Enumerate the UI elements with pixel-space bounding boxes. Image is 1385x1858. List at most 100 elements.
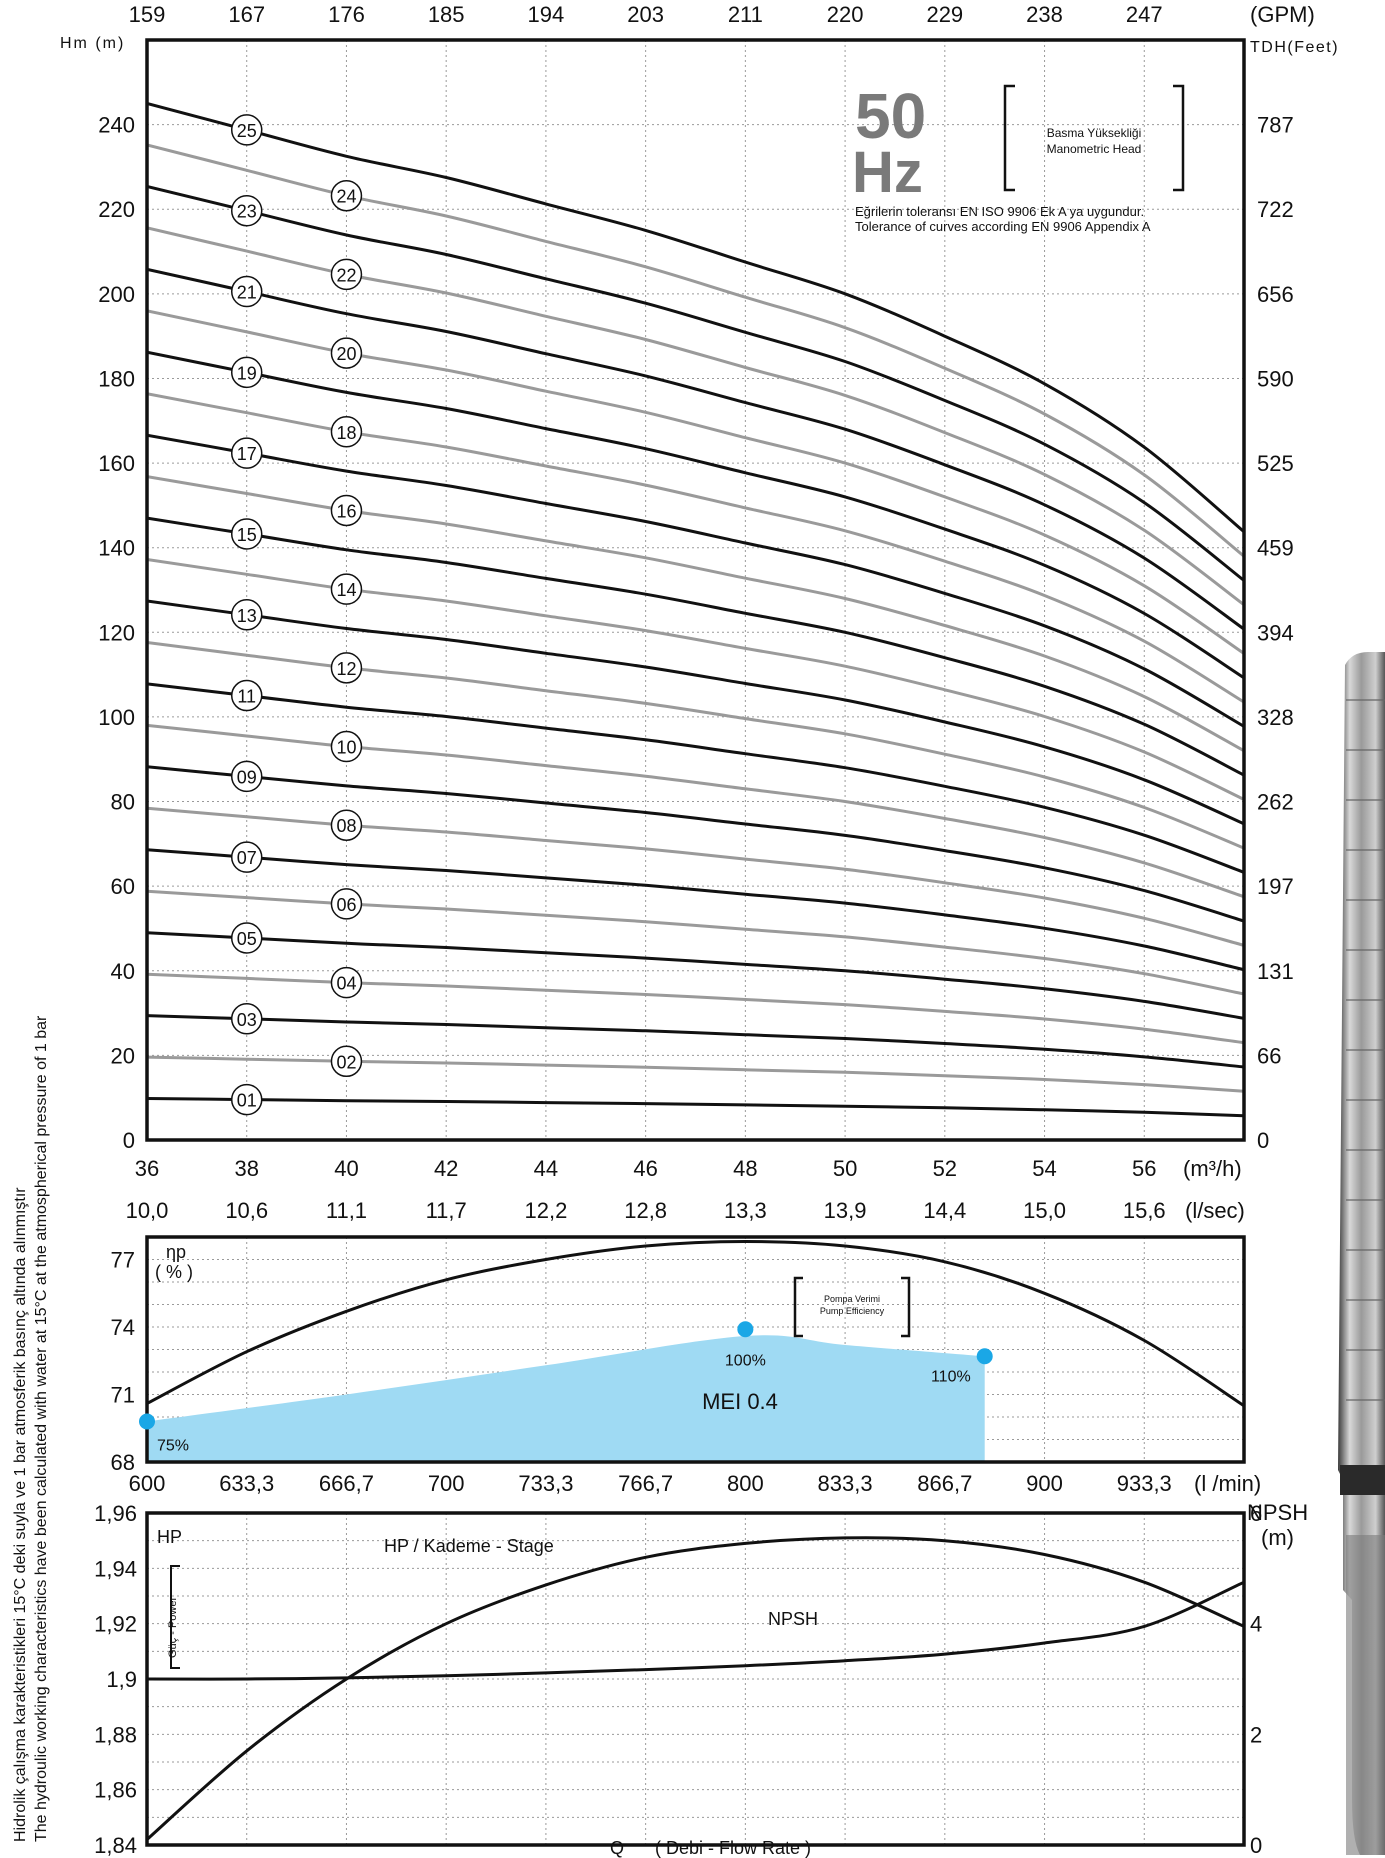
power-y-tick-npsh: 0: [1250, 1833, 1262, 1858]
efficiency-x-tick-lmin: 700: [428, 1471, 465, 1496]
head-y-tick-feet: 197: [1257, 874, 1294, 899]
hz-unit: Hz: [852, 140, 923, 205]
power-y-tick-hp: 1,94: [94, 1556, 137, 1581]
efficiency-markers: 75% 100% 110%: [139, 1321, 993, 1455]
power-y-ticks-hp: 1,84 1,86 1,88 1,9 1,92 1,94 1,96: [94, 1501, 137, 1858]
stage-label-15: 15: [230, 518, 263, 550]
stage-label-text: 03: [237, 1010, 257, 1030]
stage-label-circle: [330, 337, 363, 369]
tolerance-tr: Eğrilerin toleransı EN ISO 9906 Ek A ya …: [855, 204, 1144, 219]
head-x-tick-m3h: 56: [1132, 1156, 1156, 1181]
head-y-tick-m: 160: [98, 451, 135, 476]
head-x-tick-gpm: 247: [1126, 2, 1163, 27]
head-x-tick-gpm: 203: [627, 2, 664, 27]
stage-label-circle: [330, 179, 363, 212]
stage-label-circle: [230, 679, 263, 712]
head-y-tick-feet: 0: [1257, 1128, 1269, 1153]
stage-label-06: 06: [330, 888, 363, 920]
stage-label-circle: [230, 194, 263, 227]
stage-label-16: 16: [330, 494, 363, 527]
stage-label-text: 06: [336, 895, 356, 915]
stage-label-circle: [330, 652, 363, 684]
stage-label-08: 08: [330, 809, 363, 841]
head-y-ticks-feet: 0 66 131 197 262 328 394 459 525 590 656 722 787: [1257, 113, 1294, 1153]
efficiency-x-tick-lmin: 833,3: [818, 1471, 873, 1496]
head-y-tick-feet: 328: [1257, 705, 1294, 730]
head-y-tick-feet: 525: [1257, 451, 1294, 476]
stage-label-22: 22: [330, 258, 363, 291]
head-curve-stage-02: [147, 1055, 1244, 1093]
head-ylabel-right: TDH(Feet): [1250, 39, 1339, 56]
efficiency-x-tick-lmin: 633,3: [219, 1471, 274, 1496]
power-panel: 1,84 1,86 1,88 1,9 1,92 1,94 1,96 0 2 4 6 HP Güç …: [94, 1500, 1308, 1858]
stage-label-19: 19: [230, 356, 263, 389]
head-x-tick-gpm: 229: [926, 2, 963, 27]
stage-label-text: 04: [336, 974, 356, 994]
head-x-tick-gpm: 220: [827, 2, 864, 27]
power-y-tick-hp: 1,88: [94, 1722, 137, 1747]
efficiency-legend-bracket: [793, 1276, 911, 1338]
stage-label-12: 12: [330, 652, 363, 684]
stage-label-23: 23: [230, 194, 263, 227]
stage-label-21: 21: [230, 275, 263, 308]
stage-label-circle: [330, 573, 363, 605]
stage-label-circle: [330, 730, 363, 763]
stage-label-25: 25: [230, 114, 263, 146]
head-y-tick-m: 220: [98, 197, 135, 222]
head-curve-stage-22: [147, 226, 1244, 607]
efficiency-y-ticks: 68 71 74 77: [111, 1248, 135, 1476]
efficiency-x-ticks-lmin: 600 633,3 666,7 700 733,3 766,7 800 833,3 866,7 9…: [129, 1471, 1172, 1496]
efficiency-legend-tr: Pompa Verimi: [824, 1294, 880, 1304]
stage-label-text: 14: [336, 580, 356, 600]
head-curve-stage-05: [147, 931, 1244, 1020]
efficiency-marker: [139, 1413, 155, 1430]
head-x-tick-m3h: 36: [135, 1156, 159, 1181]
head-x-tick-gpm: 194: [528, 2, 565, 27]
power-tag-bracket: [170, 1565, 180, 1669]
head-curve-stage-25: [147, 102, 1244, 533]
power-frame: [145, 1511, 1246, 1847]
stage-label-03: 03: [230, 1003, 263, 1035]
stage-label-17: 17: [230, 437, 263, 469]
head-x-tick-lsec: 12,8: [624, 1198, 667, 1223]
stage-label-circle: [330, 888, 363, 920]
head-curve-stage-09: [147, 765, 1244, 923]
efficiency-x-tick-lmin: 733,3: [518, 1471, 573, 1496]
head-x-tick-gpm: 159: [129, 2, 166, 27]
stage-label-text: 21: [237, 283, 257, 303]
head-x-ticks-gpm: 159 167 176 185 194 203 211 220 229 238 247: [129, 2, 1163, 27]
head-x-tick-m3h: 48: [733, 1156, 757, 1181]
head-y-tick-feet: 66: [1257, 1043, 1281, 1068]
efficiency-legend-en: Pump Efficiency: [820, 1306, 885, 1316]
head-curve-stage-19: [147, 350, 1244, 680]
flow-axis-q: Q: [610, 1838, 624, 1858]
head-x-tick-lsec: 11,7: [426, 1198, 467, 1223]
power-y-tick-hp: 1,84: [94, 1833, 137, 1858]
stage-label-text: 08: [336, 816, 356, 836]
stage-labels: 01 02 03 04 05 06 07 08 09 10 11 12 13 14 15 16 17 18 19 20…: [230, 114, 363, 1116]
stage-label-text: 13: [237, 606, 257, 626]
head-x-tick-gpm: 238: [1026, 2, 1063, 27]
stage-label-text: 07: [237, 848, 257, 868]
stage-label-text: 16: [336, 501, 356, 521]
head-x-tick-lsec: 10,6: [225, 1198, 268, 1223]
side-caption-en: The hydroulic working characteristics ha…: [33, 1015, 50, 1842]
head-panel: 0102030405060708091011121314151617181920…: [60, 2, 1339, 1223]
head-curve-stage-01: [147, 1097, 1244, 1118]
stage-label-circle: [330, 494, 363, 527]
stage-label-24: 24: [330, 179, 363, 212]
efficiency-y-tick: 77: [111, 1248, 135, 1273]
head-x-tick-lsec: 13,3: [724, 1198, 767, 1223]
stage-label-circle: [330, 416, 363, 448]
efficiency-ylabel-unit: ( % ): [155, 1262, 193, 1282]
head-y-tick-m: 140: [98, 536, 135, 561]
efficiency-y-tick: 71: [111, 1383, 135, 1408]
power-ylabel-hp: HP: [157, 1527, 182, 1547]
head-y-tick-m: 60: [111, 874, 135, 899]
head-x-tick-m3h: 50: [833, 1156, 857, 1181]
mei-area: [147, 1335, 985, 1462]
power-y-ticks-npsh: 0 2 4 6: [1250, 1501, 1262, 1858]
head-x-ticks-m3h: 36 38 40 42 44 46 48 50 52 54 56: [135, 1156, 1157, 1181]
npsh-curve-label: NPSH: [768, 1609, 818, 1629]
stage-label-circle: [230, 841, 263, 873]
